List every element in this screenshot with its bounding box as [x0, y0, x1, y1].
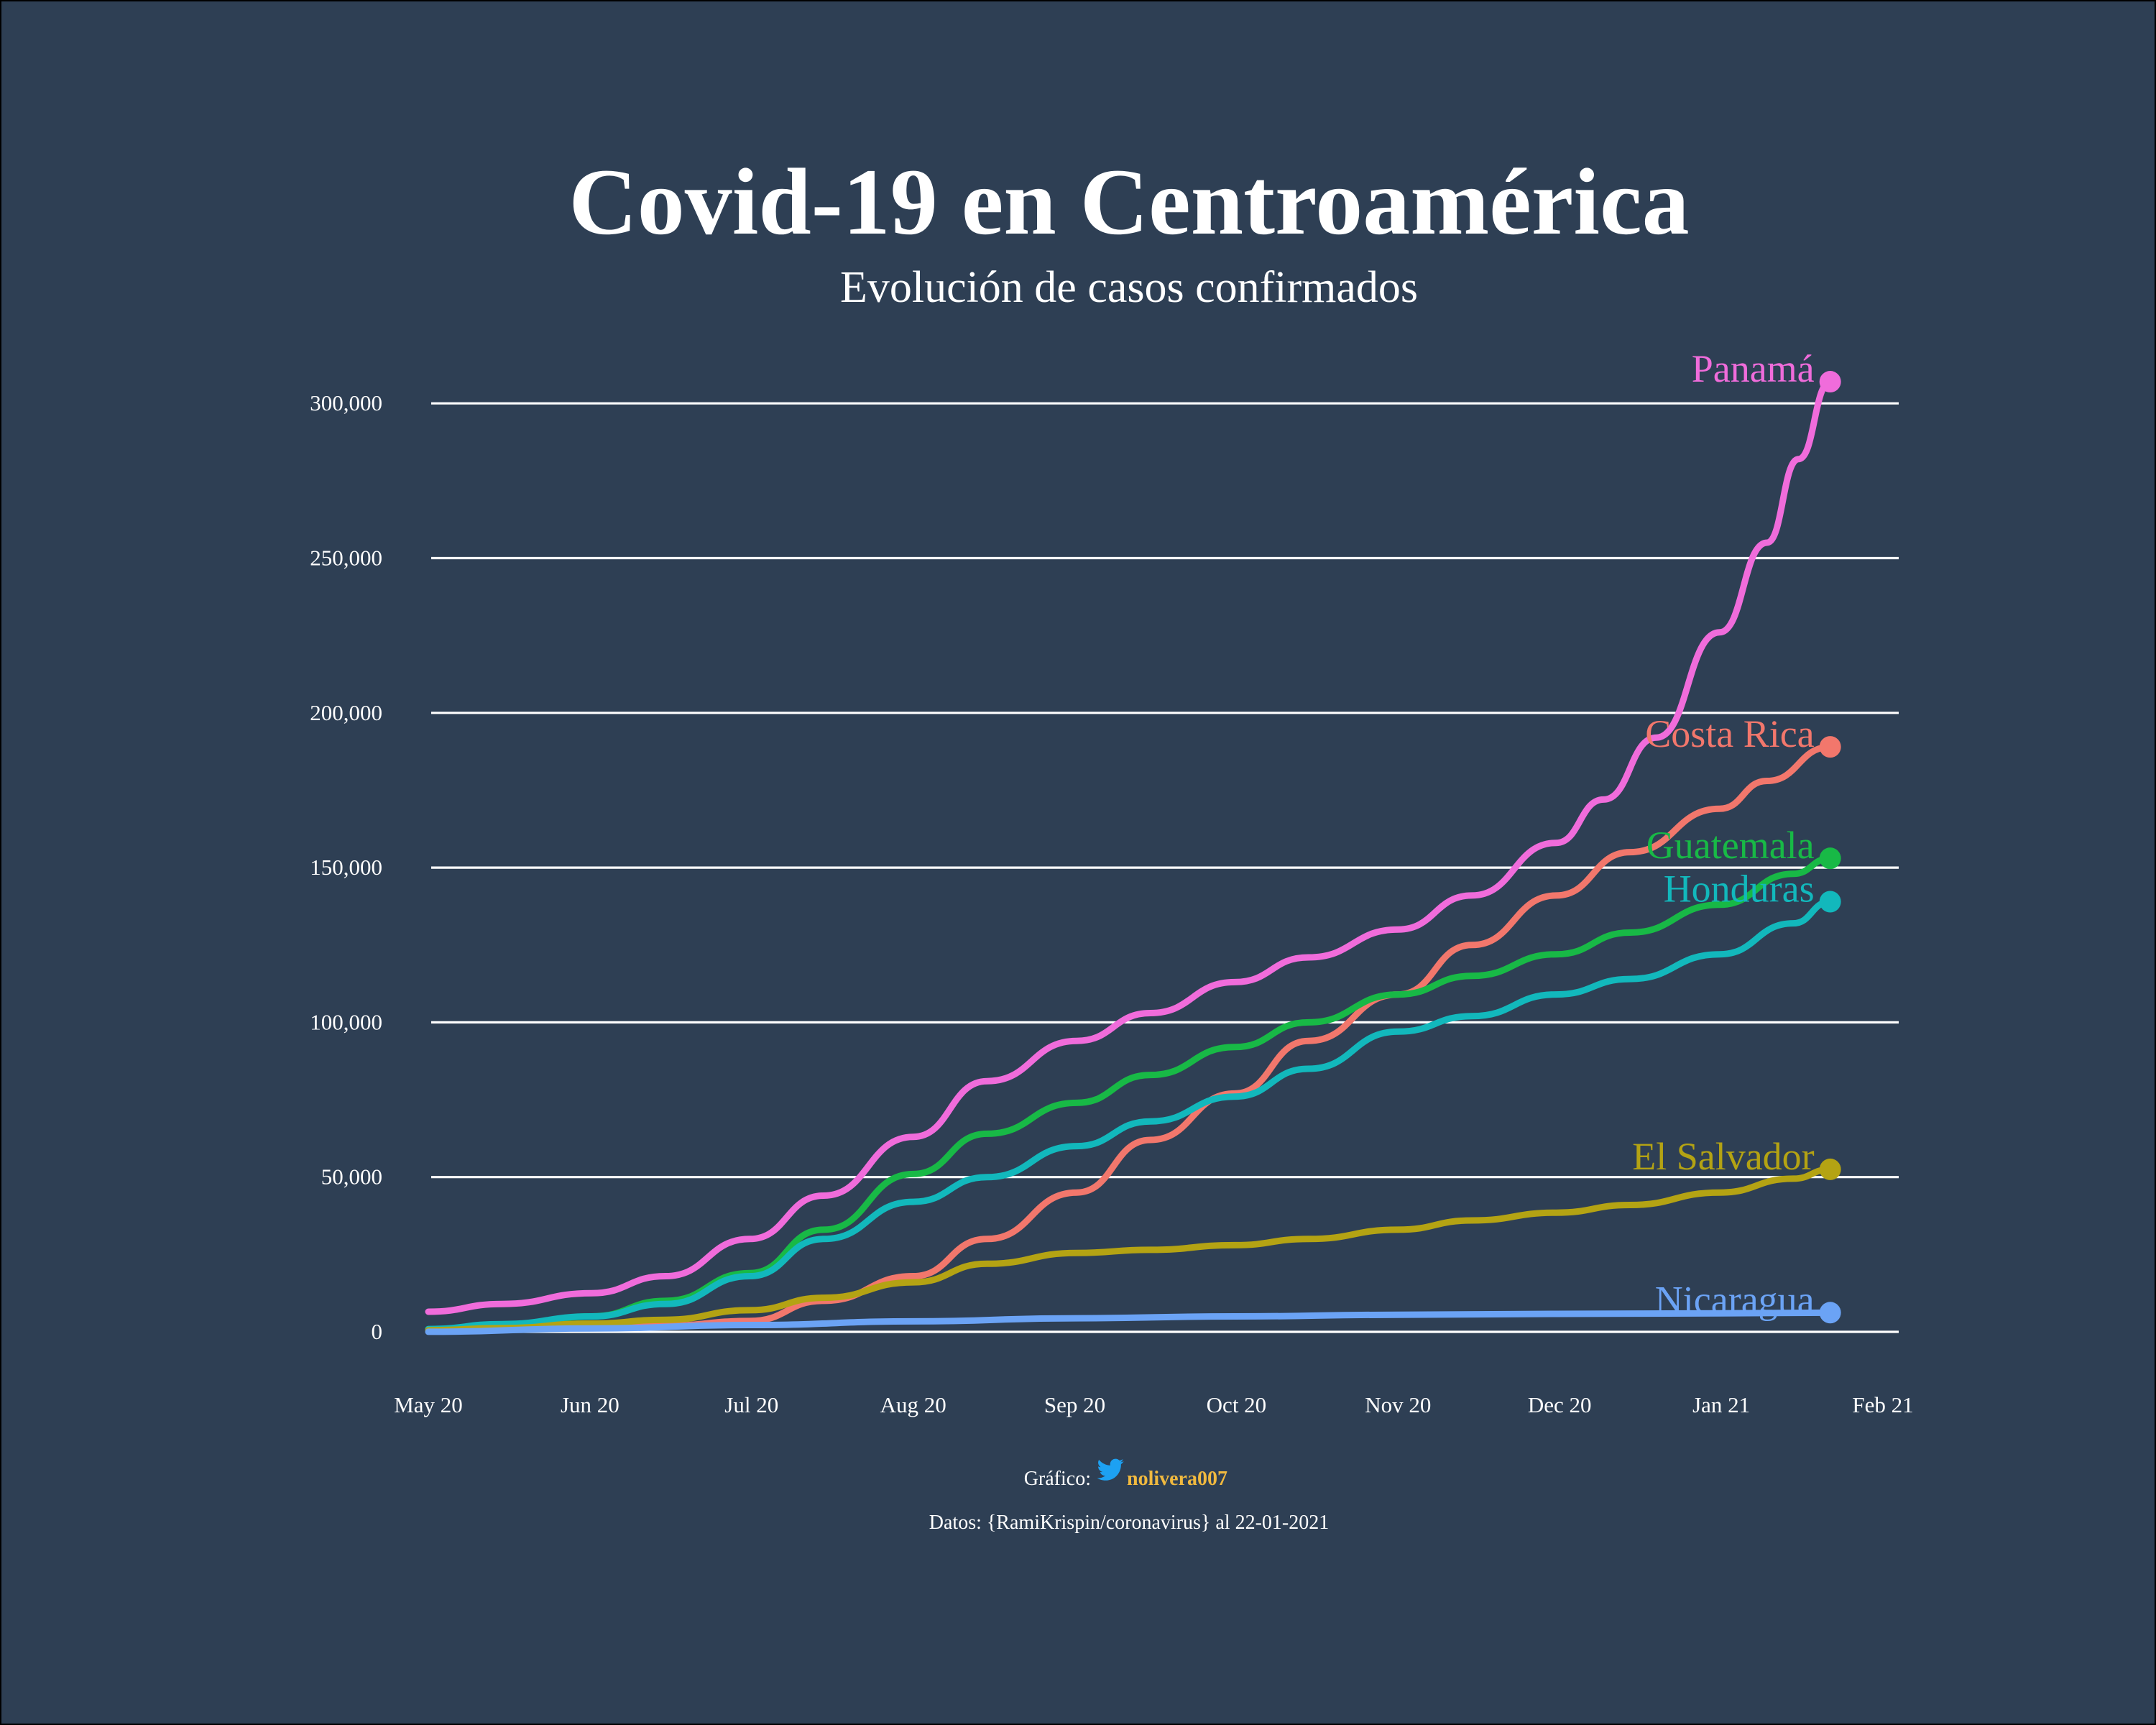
series-end-label: Nicaragua	[1655, 1278, 1815, 1321]
series-line	[425, 378, 1834, 1315]
y-tick-label: 0	[372, 1319, 383, 1344]
y-tick-label: 100,000	[310, 1009, 382, 1034]
grid-lines	[431, 402, 1899, 1333]
series-end-label: Honduras	[1664, 867, 1815, 910]
x-tick-label: Oct 20	[1207, 1392, 1267, 1417]
y-axis-ticks: 0 50,000 100,000 150,000 200,000 250,000 300,0…	[310, 390, 382, 1344]
x-tick-label: Dec 20	[1528, 1392, 1592, 1417]
x-tick-label: Jul 20	[724, 1392, 778, 1417]
x-tick-label: Jun 20	[561, 1392, 619, 1417]
series-end-marker	[1819, 891, 1841, 913]
twitter-bird-icon	[1097, 1458, 1124, 1481]
series-line	[425, 743, 1834, 1333]
x-tick-label: Nov 20	[1365, 1392, 1431, 1417]
series-end-markers	[1819, 371, 1841, 1324]
series-line	[425, 855, 1834, 1333]
caption-source: Datos: {RamiKrispin/coronavirus} al 22-0…	[929, 1512, 1329, 1534]
x-tick-label: May 20	[394, 1392, 463, 1417]
y-tick-label: 250,000	[310, 546, 382, 571]
series-end-label: Panamá	[1692, 347, 1815, 390]
x-tick-label: Feb 21	[1852, 1392, 1913, 1417]
series-lines	[425, 378, 1834, 1335]
caption-handle: nolivera007	[1127, 1468, 1227, 1490]
x-tick-label: Jan 21	[1692, 1392, 1750, 1417]
chart-title: Covid-19 en Centroamérica	[568, 149, 1689, 254]
series-line	[425, 1309, 1834, 1335]
series-end-marker	[1819, 847, 1841, 870]
series-end-marker	[1819, 371, 1841, 393]
x-tick-label: Sep 20	[1044, 1392, 1105, 1417]
x-tick-label: Aug 20	[880, 1392, 946, 1417]
series-end-label: El Salvador	[1632, 1135, 1814, 1178]
chart-subtitle: Evolución de casos confirmados	[840, 263, 1418, 312]
series-line	[425, 1166, 1834, 1334]
caption: Gráfico: nolivera007 Datos: {RamiKrispin…	[929, 1458, 1329, 1534]
caption-grafico-label: Gráfico:	[1024, 1468, 1091, 1490]
y-tick-label: 50,000	[321, 1164, 382, 1190]
y-tick-label: 300,000	[310, 390, 382, 415]
y-tick-label: 150,000	[310, 855, 382, 880]
series-end-label: Costa Rica	[1645, 712, 1814, 755]
series-end-marker	[1819, 1158, 1841, 1180]
y-tick-label: 200,000	[310, 700, 382, 725]
x-axis-ticks: May 20 Jun 20 Jul 20 Aug 20 Sep 20 Oct 20 Nov …	[394, 1392, 1913, 1417]
series-line	[425, 898, 1834, 1333]
series-end-marker	[1819, 736, 1841, 758]
series-end-marker	[1819, 1302, 1841, 1324]
series-end-label: Guatemala	[1646, 824, 1815, 867]
